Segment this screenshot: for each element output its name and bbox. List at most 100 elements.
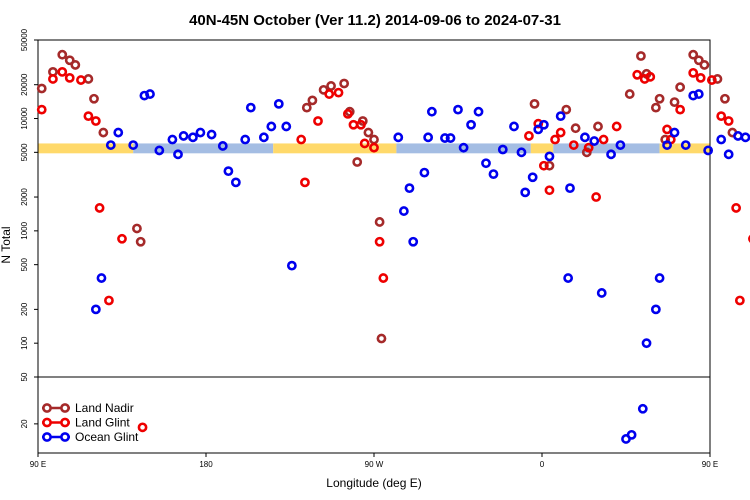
ocean-glint-point [281,121,292,132]
land-nadir-point [624,89,635,99]
land-nadir-point [98,127,109,138]
land-nadir-point [369,134,379,145]
y-tick-label: 1000 [20,221,29,239]
y-tick-label: 2000 [20,188,29,206]
land-nadir-point [135,236,146,247]
land-nadir-point [352,157,363,167]
land-glint-point [369,142,379,153]
land-nadir-point [675,82,686,93]
legend-entry-ocean-glint: Ocean Glint [42,430,139,444]
land-glint-point [645,71,656,82]
ocean-glint-point [596,288,607,298]
plot-frame-lower [37,376,711,454]
ocean-glint-point [286,260,297,271]
coverage-band [38,143,134,154]
ocean-glint-point [145,89,155,99]
land-glint-point [544,185,555,196]
ocean-glint-point [641,338,652,349]
land-glint-point [333,87,344,98]
data-points [36,49,750,444]
ocean-glint-point [662,140,672,150]
land-nadir-point [720,93,730,104]
land-glint-point [568,140,579,150]
land-nadir-point [529,98,540,109]
land-glint-point [36,104,47,115]
land-glint-point [348,119,359,130]
land-glint-point [632,69,643,80]
x-axis-label: Longitude (deg E) [326,476,421,490]
land-glint-point [662,124,672,135]
ocean-glint-point [258,132,269,143]
plot-frame-upper [37,39,711,378]
land-glint-point [731,203,742,213]
land-nadir-point [688,49,699,60]
ocean-glint-point [740,132,750,143]
y-tick-label: 50000 [20,28,29,51]
y-tick-label: 20 [20,419,29,428]
ocean-glint-point [440,133,450,143]
x-tick-label: 90 E [702,460,718,469]
x-tick-label: 180 [199,460,213,469]
land-nadir-point [636,51,646,61]
ocean-glint-point [703,145,714,156]
land-nadir-point [57,49,68,60]
land-nadir-point [64,55,75,66]
ocean-glint-point [650,304,661,315]
ocean-glint-point [606,149,616,160]
ocean-glint-point [393,132,404,143]
ocean-glint-point [481,158,491,169]
ocean-glint-point [105,140,116,150]
land-glint-point [538,160,549,171]
land-nadir-point [712,74,723,84]
land-glint-point [48,74,58,84]
land-glint-point [342,108,353,119]
coverage-band [530,143,554,154]
ocean-glint-point [580,132,590,143]
chart-title: 40N-45N October (Ver 11.2) 2014-09-06 to… [189,12,561,29]
ocean-glint-point [680,140,691,150]
land-nadir-point [70,60,81,70]
land-nadir-point [561,104,572,115]
land-glint-point [374,236,385,247]
land-nadir-point [83,74,94,84]
ocean-glint-point [173,149,183,160]
ocean-glint-point [733,131,743,141]
land-nadir-point [363,127,374,138]
land-nadir-point [374,217,385,227]
ocean-glint-point [266,121,277,132]
ocean-glint-point [273,98,284,109]
coverage-band [396,143,531,154]
land-glint-point [378,273,389,283]
land-glint-point [706,75,717,85]
y-tick-label: 100 [20,336,29,350]
ocean-glint-point [223,166,234,177]
coverage-band [133,143,274,154]
legend-marker [60,432,70,442]
land-nadir-point [654,93,665,104]
ocean-glint-point [240,134,251,145]
ocean-glint-point [113,127,124,138]
legend-label: Land Nadir [75,401,134,415]
land-nadir-point [699,60,710,70]
ocean-glint-point [565,183,575,194]
ocean-glint-point [188,132,198,143]
land-glint-point [688,67,699,78]
y-tick-label: 200 [20,302,29,316]
ocean-glint-point [654,273,665,283]
land-nadir-point [301,102,312,113]
land-nadir-point [339,78,350,89]
legend-entry-land-glint: Land Glint [42,416,130,430]
y-tick-label: 500 [20,257,29,271]
land-glint-point [104,295,114,306]
land-glint-point [300,177,310,188]
legend-label: Ocean Glint [75,430,139,444]
land-glint-point [583,142,594,153]
land-nadir-point [326,81,336,91]
ocean-glint-point [488,169,499,180]
ocean-glint-point [563,273,574,283]
ocean-glint-point [90,304,101,315]
y-tick-label: 20000 [20,73,29,96]
land-glint-point [748,234,750,243]
